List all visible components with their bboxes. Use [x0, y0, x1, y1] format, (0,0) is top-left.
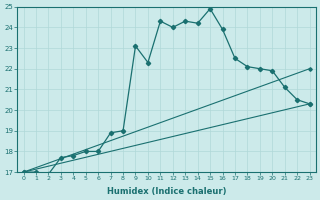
- X-axis label: Humidex (Indice chaleur): Humidex (Indice chaleur): [107, 187, 226, 196]
